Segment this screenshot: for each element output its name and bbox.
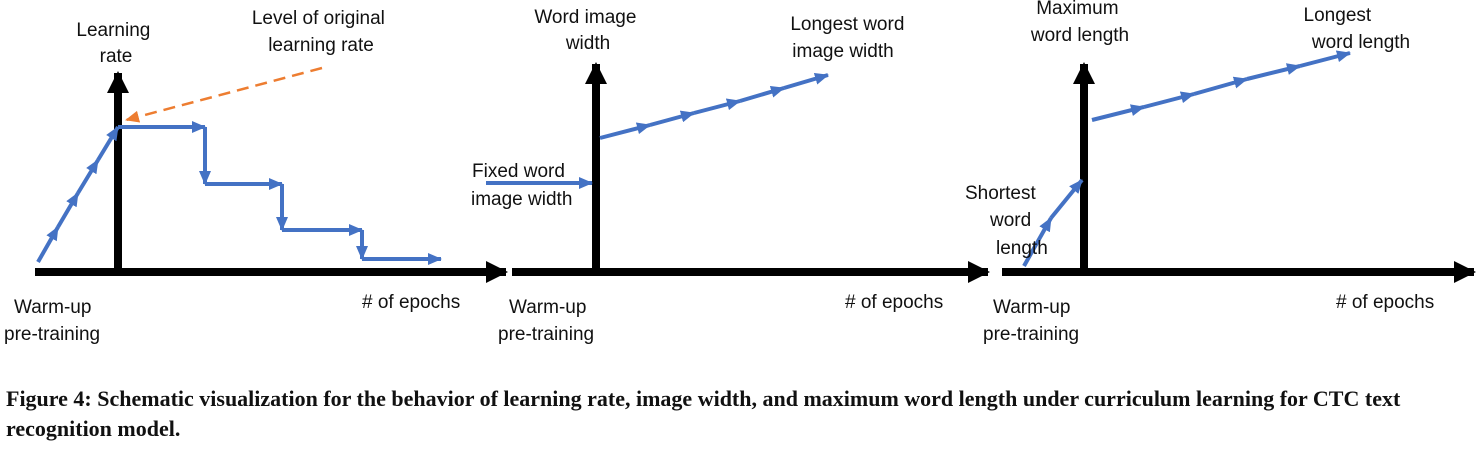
panel-learning-rate: Learning rate Level of original learning… [4, 8, 508, 345]
growth-segment [599, 122, 651, 140]
origin-label: Warm-up pre-training [983, 297, 1079, 345]
growth-segment [1193, 76, 1248, 96]
x-axis-label: # of epochs [1336, 292, 1434, 313]
y-axis-label: Maximum word length [1030, 0, 1129, 46]
x-axis-label: # of epochs [845, 292, 943, 313]
warmup-segment [76, 158, 100, 195]
warmup-segment [1022, 217, 1053, 267]
annotation-label: Level of original learning rate [252, 8, 390, 56]
y-axis-label: Word image width [534, 7, 641, 54]
growth-segment [1299, 50, 1351, 68]
start-label: Shortest word length [965, 183, 1048, 259]
growth-segment [649, 110, 695, 127]
origin-label: Warm-up pre-training [4, 297, 100, 345]
panel-image-width: Word image width Longest word image widt… [471, 7, 990, 345]
shortest-length-curve [1022, 178, 1084, 267]
learning-rate-curve [36, 121, 442, 265]
warmup-segment [56, 191, 80, 229]
start-label: Fixed word image width [471, 161, 572, 210]
x-axis-label: # of epochs [362, 292, 460, 313]
warmup-segment [96, 125, 120, 162]
growth-segment [1143, 91, 1195, 109]
figure-caption: Figure 4: Schematic visualization for th… [6, 386, 1401, 441]
origin-label: Warm-up pre-training [498, 297, 594, 345]
end-label: Longest word length [1304, 5, 1411, 53]
panel-word-length: Maximum word length Longest word length … [965, 0, 1476, 345]
end-label: Longest word image width [790, 14, 909, 62]
growth-segment [783, 72, 829, 90]
warmup-segment [36, 226, 60, 263]
image-width-curve [599, 72, 829, 140]
warmup-segment [1049, 178, 1084, 220]
y-axis-label: Learning rate [76, 20, 155, 67]
growth-segment [1091, 104, 1145, 122]
word-length-curve [1091, 50, 1351, 122]
growth-segment [739, 85, 785, 103]
growth-segment [1246, 63, 1301, 81]
original-level-arrow [125, 66, 323, 123]
growth-segment [693, 98, 741, 115]
